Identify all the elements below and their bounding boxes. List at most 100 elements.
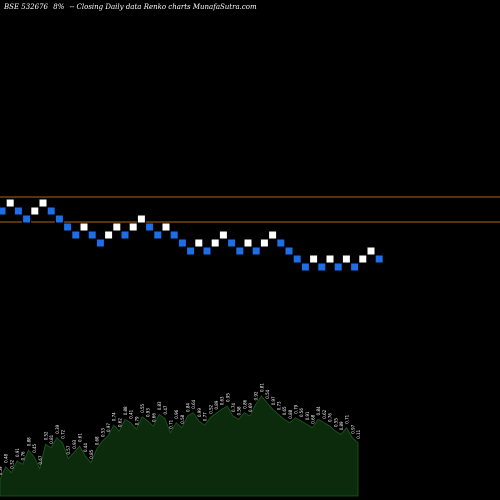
renko-brick-up	[112, 222, 122, 232]
volume-label: 0.44	[83, 443, 88, 452]
renko-brick-down	[374, 254, 384, 264]
renko-brick-down	[227, 238, 237, 248]
renko-brick-down	[333, 262, 343, 272]
renko-brick-up	[194, 238, 204, 248]
volume-area-shape	[0, 395, 359, 497]
volume-label: 0.45	[32, 443, 37, 452]
renko-brick-down	[46, 206, 56, 216]
renko-brick-up	[136, 214, 146, 224]
renko-brick-down	[317, 262, 327, 272]
volume-label: 0.95	[225, 393, 230, 402]
volume-label: 0.97	[271, 396, 276, 405]
volume-label: 0.32	[9, 459, 14, 468]
renko-brick-up	[259, 238, 269, 248]
volume-label: 0.84	[186, 403, 191, 412]
renko-brick-down	[235, 246, 245, 256]
volume-label: 0.52	[44, 431, 49, 440]
volume-label: 0.67	[38, 455, 43, 464]
volume-label: 0.68	[311, 414, 316, 423]
renko-brick-up	[358, 254, 368, 264]
volume-label: 0.68	[95, 436, 100, 445]
volume-label: 0.58	[237, 406, 242, 415]
renko-brick-down	[169, 230, 179, 240]
volume-label: 0.84	[316, 406, 321, 415]
volume-label: 0.64	[191, 399, 196, 408]
renko-brick-down	[276, 238, 286, 248]
volume-label: 0.99	[197, 408, 202, 417]
volume-label: 0.88	[288, 409, 293, 418]
volume-label: 0.54	[265, 389, 270, 398]
renko-brick-up	[366, 246, 376, 256]
volume-label: 0.71	[345, 414, 350, 423]
volume-label: 0.79	[294, 404, 299, 413]
volume-label: 0.41	[129, 409, 134, 418]
volume-label: 0.48	[4, 453, 9, 462]
renko-brick-up	[268, 230, 278, 240]
volume-label: 0.39	[55, 424, 60, 433]
volume-label: 0.59	[0, 466, 3, 475]
volume-label: 0.77	[203, 412, 208, 421]
volume-label: 0.76	[21, 451, 26, 460]
volume-label: 0.65	[282, 406, 287, 415]
renko-brick-up	[210, 238, 220, 248]
renko-brick-down	[0, 206, 7, 216]
renko-brick-down	[120, 230, 130, 240]
renko-brick-up	[161, 222, 171, 232]
chart-header: BSE 532676 8% -- Closing Daily data Renk…	[4, 3, 260, 11]
volume-label: 0.69	[248, 403, 253, 412]
volume-label: 0.97	[106, 423, 111, 432]
renko-brick-down	[54, 214, 64, 224]
reference-lines	[0, 196, 500, 223]
volume-area	[0, 395, 359, 497]
renko-brick-up	[325, 254, 335, 264]
renko-brick-down	[71, 230, 81, 240]
volume-label: 0.86	[242, 399, 247, 408]
volume-label: 0.81	[49, 434, 54, 443]
renko-brick-down	[145, 222, 155, 232]
volume-label: 0.74	[231, 403, 236, 412]
renko-brick-up	[5, 198, 15, 208]
volume-label: 0.88	[26, 437, 31, 446]
renko-brick-up	[104, 230, 114, 240]
volume-label: 0.91	[15, 448, 20, 457]
volume-label: 0.72	[61, 429, 66, 438]
volume-label: 0.85	[89, 449, 94, 458]
volume-label: 0.93	[72, 439, 77, 448]
renko-brick-up	[30, 206, 40, 216]
volume-label: 0.56	[299, 408, 304, 417]
renko-brick-up	[38, 198, 48, 208]
volume-label: 0.93	[146, 408, 151, 417]
volume-label: 0.81	[259, 383, 264, 392]
renko-brick-down	[87, 230, 97, 240]
renko-brick-up	[79, 222, 89, 232]
renko-brick-down	[153, 230, 163, 240]
volume-label: 0.73	[276, 401, 281, 410]
volume-label: 0.89	[339, 421, 344, 430]
renko-brick-down	[300, 262, 310, 272]
volume-label: 0.89	[214, 400, 219, 409]
volume-label: 0.55	[140, 403, 145, 412]
volume-label: 0.74	[112, 412, 117, 421]
volume-label: 0.83	[157, 401, 162, 410]
description-label: -- Closing Daily data Renko charts Munaf…	[69, 3, 257, 11]
volume-label: 0.66	[151, 413, 156, 422]
volume-label: 0.76	[328, 413, 333, 422]
volume-label: 0.55	[333, 418, 338, 427]
volume-label: 0.58	[180, 414, 185, 423]
renko-brick-down	[95, 238, 105, 248]
renko-brick-down	[292, 254, 302, 264]
symbol-label: BSE 532676	[4, 3, 48, 11]
renko-brick-up	[128, 222, 138, 232]
volume-label: 0.92	[254, 391, 259, 400]
renko-brick-down	[177, 238, 187, 248]
renko-brick-up	[218, 230, 228, 240]
renko-bricks	[0, 198, 384, 272]
volume-label: 0.79	[134, 416, 139, 425]
renko-brick-down	[186, 246, 196, 256]
volume-label: 0.62	[117, 418, 122, 427]
renko-brick-down	[63, 222, 73, 232]
renko-brick-up	[341, 254, 351, 264]
volume-label: 0.47	[163, 405, 168, 414]
volume-label: 0.57	[66, 445, 71, 454]
